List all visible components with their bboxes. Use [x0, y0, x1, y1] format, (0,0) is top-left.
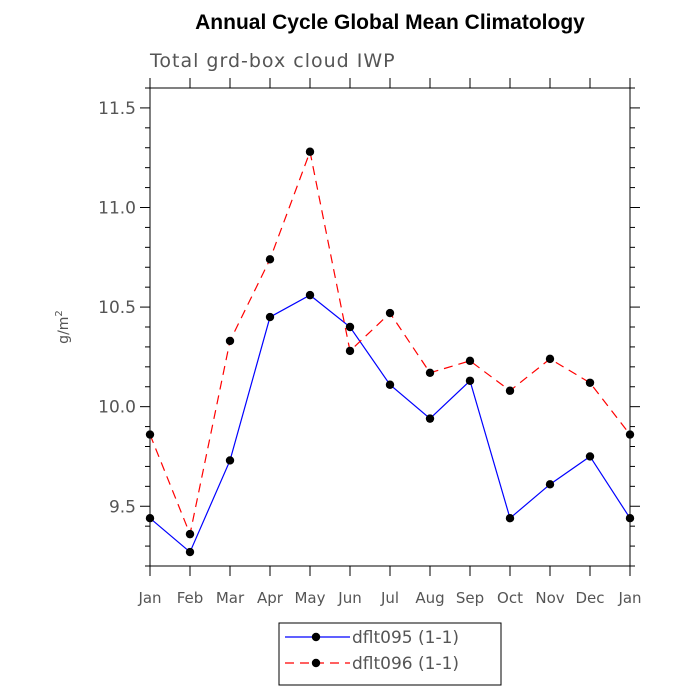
- x-tick-label: May: [294, 589, 325, 607]
- y-tick-label: 10.5: [98, 298, 136, 318]
- x-tick-label: Nov: [535, 589, 564, 607]
- series-1-point: [505, 514, 515, 523]
- legend-label-1: dflt095 (1-1): [352, 628, 459, 648]
- series-2-point: [345, 346, 355, 356]
- series-2-point: [625, 430, 635, 439]
- x-tick-label: Sep: [456, 589, 484, 607]
- x-axis-ticks: Jan Feb Mar Apr May Jun Jul Aug Sep Oct Nov Dec Jan: [137, 78, 642, 607]
- series-line-2: [149, 149, 631, 537]
- y-axis-label-unit: g/m: [56, 317, 72, 344]
- chart-title: Annual Cycle Global Mean Climatology: [195, 11, 585, 34]
- series-1-point: [345, 322, 355, 332]
- series-line-1: [149, 294, 631, 554]
- x-tick-label: Mar: [216, 589, 245, 607]
- x-tick-label: Dec: [575, 589, 604, 607]
- series-2-point: [385, 308, 395, 318]
- x-tick-label: Jan: [137, 589, 161, 607]
- y-axis-label: g/m2: [54, 310, 72, 344]
- y-tick-label: 9.5: [109, 497, 136, 517]
- x-tick-label: Feb: [177, 589, 204, 607]
- series-1-point: [225, 456, 235, 465]
- series-2-point: [305, 147, 315, 156]
- x-tick-label: Apr: [257, 589, 284, 607]
- x-tick-label: Jun: [337, 589, 361, 607]
- y-tick-label: 10.0: [98, 398, 136, 418]
- series-2-point: [145, 430, 155, 439]
- series-layer: [145, 147, 635, 557]
- series-2-point: [225, 336, 235, 346]
- y-tick-label: 11.5: [98, 99, 136, 119]
- x-tick-label: Jan: [617, 589, 641, 607]
- series-1-point: [305, 290, 315, 300]
- plot-frame: [149, 87, 631, 567]
- x-tick-label: Jul: [380, 589, 399, 607]
- chart-subtitle: Total grd-box cloud IWP: [149, 50, 396, 72]
- series-2-point: [185, 529, 195, 539]
- legend-label-2: dflt096 (1-1): [352, 654, 459, 674]
- series-2-point: [265, 255, 275, 264]
- series-2-point: [505, 386, 515, 395]
- series-1-point: [385, 380, 395, 389]
- series-2-point: [465, 356, 475, 366]
- legend-marker-1: [311, 632, 321, 642]
- y-axis-label-superscript: 2: [54, 310, 65, 316]
- x-tick-label: Oct: [497, 589, 523, 607]
- series-2-point: [585, 378, 595, 387]
- y-axis-ticks: 9.5 10.0 10.5 11.0 11.5: [98, 87, 640, 567]
- series-2-point: [425, 368, 435, 378]
- y-tick-label: 11.0: [98, 199, 136, 219]
- series-1-point: [465, 376, 475, 385]
- x-tick-label: Aug: [415, 589, 444, 607]
- series-1-point: [425, 414, 435, 423]
- legend-marker-2: [311, 658, 321, 668]
- series-1-point: [585, 452, 595, 461]
- series-1-point: [185, 547, 195, 557]
- legend: dflt095 (1-1) dflt096 (1-1): [278, 622, 502, 686]
- series-1-point: [145, 514, 155, 523]
- series-1-point: [265, 312, 275, 322]
- series-2-point: [545, 354, 555, 364]
- series-1-point: [545, 480, 555, 489]
- series-1-point: [625, 514, 635, 523]
